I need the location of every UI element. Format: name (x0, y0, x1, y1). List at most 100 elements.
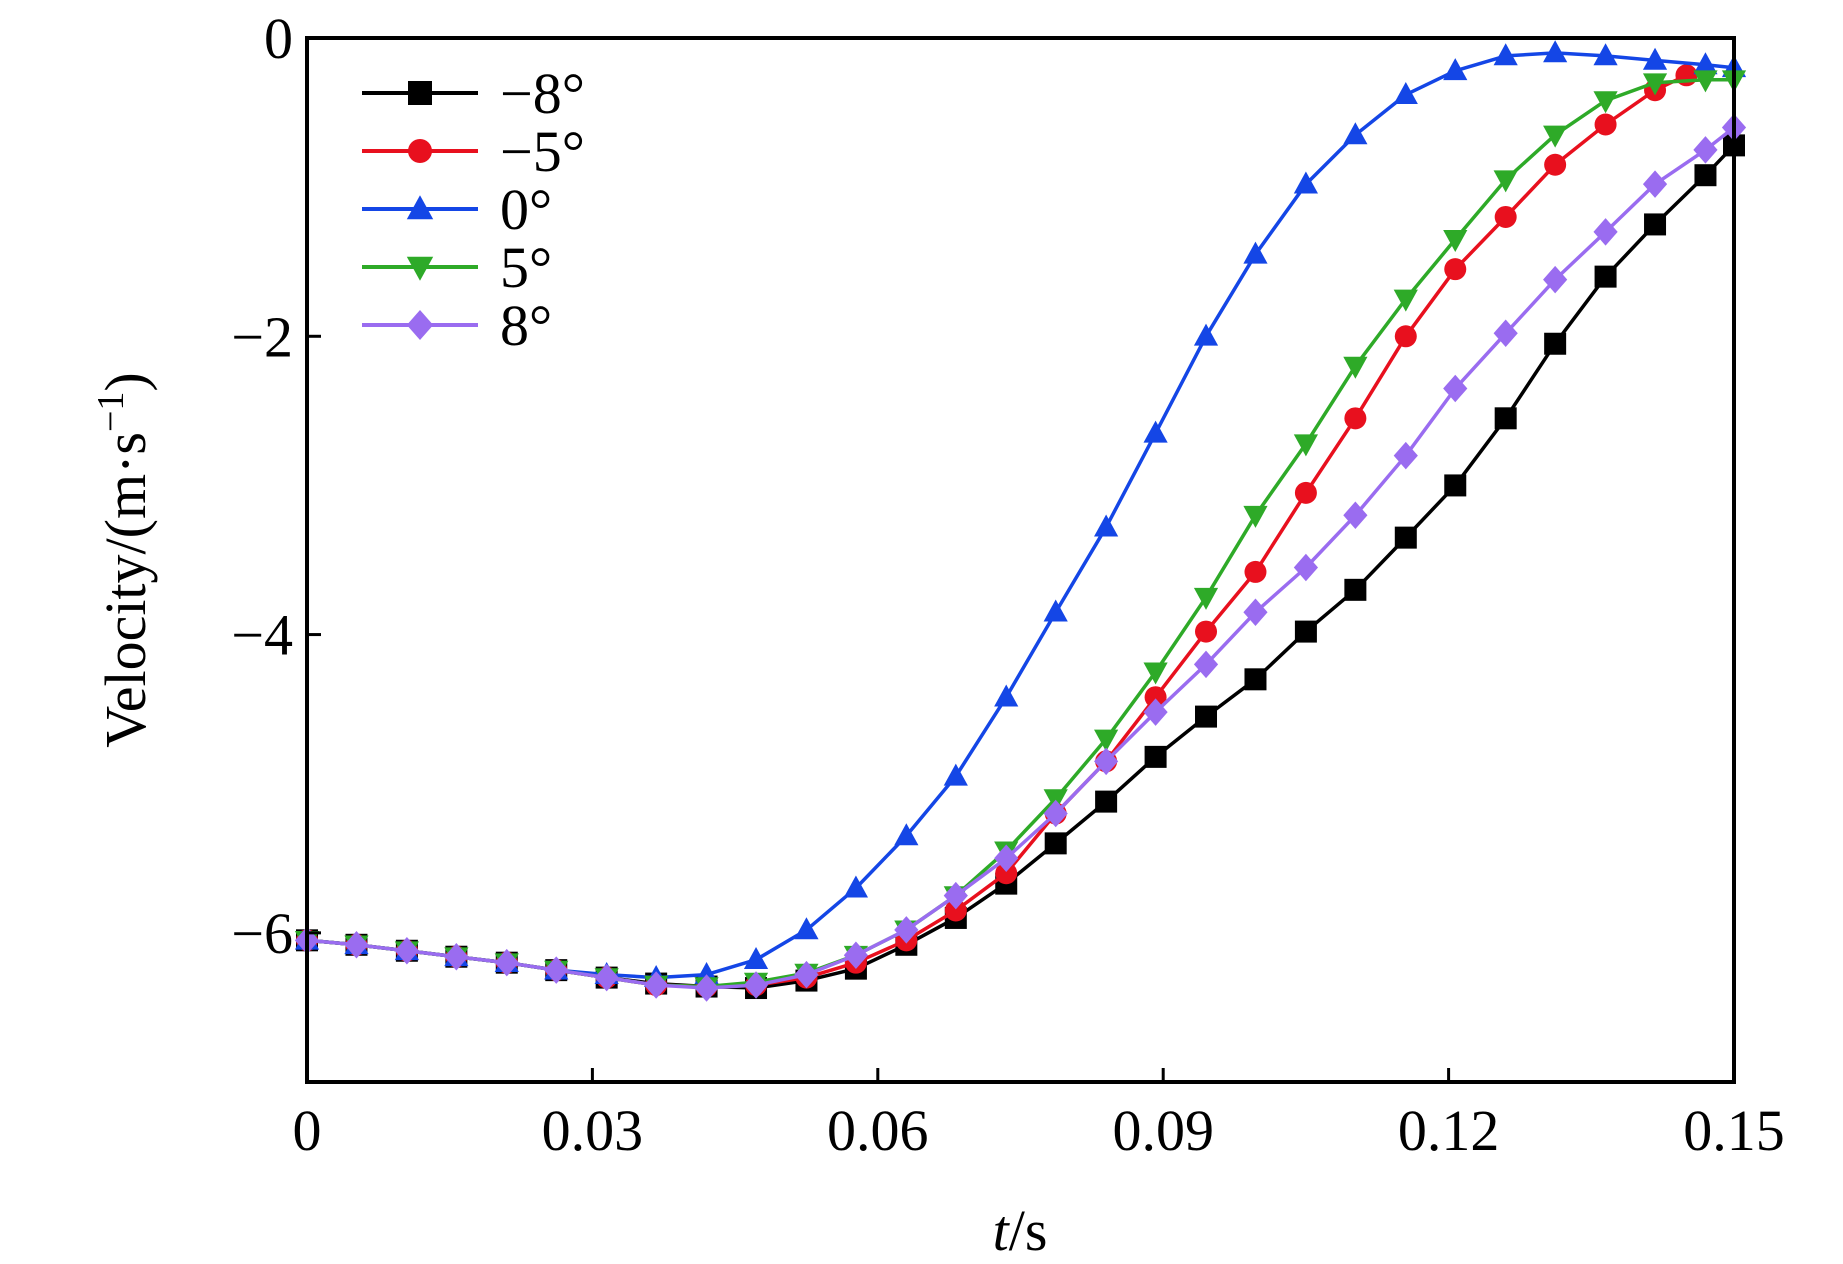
data-point (344, 931, 369, 959)
data-point (1642, 73, 1668, 96)
data-point (394, 937, 419, 965)
data-point (1143, 662, 1168, 685)
data-point (1193, 323, 1219, 346)
data-point (1144, 745, 1167, 768)
data-point (1493, 43, 1518, 66)
data-point (1095, 790, 1118, 813)
data-point (1143, 698, 1168, 726)
data-point (1493, 319, 1518, 348)
data-point (1544, 332, 1567, 355)
data-point (1244, 668, 1267, 691)
data-point (1195, 705, 1218, 728)
data-point (1243, 241, 1268, 264)
data-point (1693, 136, 1718, 164)
data-point (1144, 686, 1167, 709)
data-point (1193, 587, 1219, 610)
data-point (894, 823, 919, 846)
data-point (1293, 171, 1318, 194)
data-point (994, 684, 1019, 707)
data-point (1693, 52, 1718, 75)
x-tick-label: 0.06 (827, 1098, 929, 1163)
y-tick-label: −6 (231, 901, 293, 966)
legend-label: 0° (500, 177, 552, 242)
data-point (1393, 441, 1418, 470)
x-tick-label: 0.12 (1398, 1098, 1500, 1163)
data-point (1293, 553, 1318, 582)
legend: −8°−5°0°5°8° (362, 61, 585, 358)
legend-label: −5° (500, 119, 585, 184)
data-point (694, 974, 719, 1002)
legend-label: 8° (500, 293, 552, 358)
y-tick-label: 0 (264, 6, 293, 71)
x-tick-label: 0.15 (1683, 1098, 1785, 1163)
data-point (894, 916, 919, 944)
data-point (943, 763, 968, 786)
x-tick-label: 0.09 (1112, 1098, 1214, 1163)
data-point (743, 971, 769, 999)
legend-marker (406, 256, 434, 281)
data-point (1193, 650, 1219, 679)
data-point (1642, 170, 1668, 198)
data-point (1244, 560, 1267, 583)
legend-label: −8° (500, 61, 585, 126)
data-point (1593, 218, 1618, 246)
y-axis-title: Velocity/(m·s−1) (90, 372, 158, 747)
data-point (1593, 43, 1618, 66)
data-point (1043, 799, 1068, 828)
data-point (794, 917, 819, 940)
data-point (1294, 481, 1317, 504)
data-point (1693, 70, 1718, 93)
data-point (1393, 289, 1418, 312)
data-point (1494, 407, 1517, 430)
legend-item: 5° (362, 235, 552, 300)
x-axis-title: t/s (993, 1198, 1048, 1263)
data-point (1642, 47, 1668, 70)
data-point (644, 971, 669, 999)
legend-marker (406, 195, 434, 220)
data-point (1494, 205, 1517, 228)
legend-label: 5° (500, 235, 552, 300)
data-point (1094, 747, 1119, 776)
y-tick-label: −4 (231, 603, 293, 668)
data-point (1343, 356, 1368, 379)
data-point (1444, 258, 1467, 281)
data-point (544, 956, 569, 984)
data-point (843, 875, 869, 898)
data-point (594, 963, 619, 992)
data-point (995, 862, 1018, 885)
data-point (1493, 170, 1518, 193)
data-point (494, 948, 519, 977)
data-point (1393, 82, 1418, 105)
data-point (1243, 505, 1268, 528)
data-point (1394, 526, 1417, 549)
data-point (1344, 578, 1367, 601)
x-axis-title-symbol: t (993, 1198, 1011, 1263)
data-point (1593, 91, 1618, 114)
data-point (1044, 832, 1067, 855)
data-point (1443, 229, 1468, 252)
data-point (1143, 420, 1168, 443)
data-point (1644, 213, 1667, 236)
data-point (1394, 325, 1417, 348)
data-point (1195, 620, 1218, 643)
legend-item: 8° (362, 293, 552, 358)
data-point (1094, 729, 1119, 752)
data-point (444, 942, 469, 971)
y-tick-label: −2 (231, 304, 293, 369)
series-5 (294, 113, 1747, 1002)
data-point (994, 844, 1019, 873)
data-point (843, 941, 869, 969)
y-axis-title-superscript: −1 (90, 392, 132, 432)
data-point (1694, 164, 1717, 187)
data-point (944, 899, 967, 922)
series-layer (294, 40, 1747, 1002)
data-point (1344, 407, 1367, 430)
data-point (1094, 514, 1119, 537)
data-point (1043, 599, 1068, 622)
data-point (794, 960, 819, 989)
data-point (1543, 265, 1568, 294)
data-point (1594, 265, 1617, 288)
data-point (1343, 122, 1368, 145)
legend-item: −8° (362, 61, 585, 126)
x-tick-label: 0.03 (542, 1098, 644, 1163)
